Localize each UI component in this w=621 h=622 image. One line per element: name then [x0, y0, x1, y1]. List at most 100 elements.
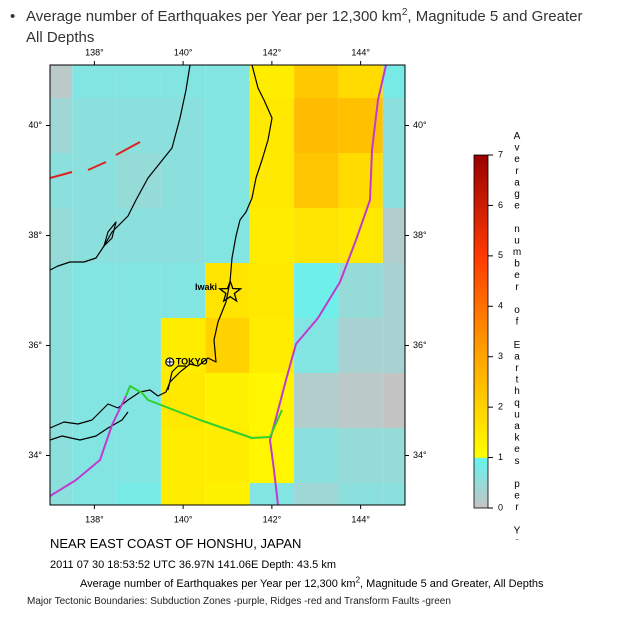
x-tick-label: 144°	[351, 514, 370, 524]
title-end: , Magnitude 5 and Greater	[407, 8, 583, 25]
y-tick-label: 38°	[413, 230, 427, 240]
cell	[50, 318, 73, 373]
cell	[72, 98, 117, 153]
cell	[205, 263, 250, 318]
cell	[116, 263, 161, 318]
transform-fault	[125, 385, 283, 439]
cell	[294, 263, 339, 318]
map-frame	[49, 64, 406, 506]
x-tick-label: 142°	[263, 514, 282, 524]
cell	[72, 318, 117, 373]
cell	[382, 65, 405, 98]
features	[50, 65, 387, 505]
cell	[294, 208, 339, 263]
cell	[294, 483, 339, 505]
cell	[116, 65, 161, 98]
header: • Average number of Earthquakes per Year…	[10, 6, 615, 48]
cell	[72, 483, 117, 505]
region-caption: NEAR EAST COAST OF HONSHU, JAPAN	[50, 536, 302, 551]
desc-text: Average number of Earthquakes per Year p…	[80, 578, 356, 590]
cell	[338, 373, 383, 428]
x-tick-label: 138°	[85, 47, 104, 57]
cell	[382, 483, 405, 505]
coastline	[50, 65, 273, 429]
cell	[116, 98, 161, 153]
cell	[72, 65, 117, 98]
cell	[338, 428, 383, 483]
colorbar-tick-label: 1	[498, 452, 503, 462]
cell	[160, 208, 206, 263]
cell	[294, 318, 339, 373]
cell	[249, 208, 295, 263]
cell	[72, 153, 117, 208]
cell	[160, 428, 206, 483]
cell	[382, 373, 405, 428]
cell	[50, 428, 73, 483]
desc-end: , Magnitude 5 and Greater, All Depths	[360, 578, 544, 590]
colorbar-tick-label: 6	[498, 200, 503, 210]
cell	[294, 65, 339, 98]
desc-caption: Average number of Earthquakes per Year p…	[80, 575, 544, 590]
cell	[160, 153, 206, 208]
cell	[50, 98, 73, 153]
desc-sup: 2	[355, 575, 361, 585]
cell	[338, 208, 383, 263]
y-tick-label: 36°	[28, 340, 42, 350]
y-tick-label: 40°	[413, 120, 427, 130]
cell	[50, 373, 73, 428]
coastline	[50, 411, 129, 441]
cell	[205, 373, 250, 428]
cell	[382, 263, 405, 318]
cell	[249, 98, 295, 153]
cell	[294, 373, 339, 428]
cell	[249, 65, 295, 98]
cell	[249, 373, 295, 428]
ridge	[50, 141, 141, 179]
cell	[50, 483, 73, 505]
cell	[249, 318, 295, 373]
place-label: Iwaki	[195, 282, 217, 292]
cell	[116, 428, 161, 483]
cell	[205, 483, 250, 505]
cell	[294, 153, 339, 208]
cell	[205, 318, 250, 373]
cell	[382, 428, 405, 483]
cell	[249, 263, 295, 318]
cell	[50, 208, 73, 263]
subduction-zone	[269, 65, 387, 505]
colorbar-tick-label: 7	[498, 149, 503, 159]
y-tick-label: 38°	[28, 230, 42, 240]
cell	[294, 98, 339, 153]
colorbar-tick-label: 2	[498, 402, 503, 412]
cell	[338, 483, 383, 505]
coastline	[103, 221, 117, 247]
cell	[382, 153, 405, 208]
title: Average number of Earthquakes per Year p…	[26, 6, 615, 27]
y-tick-label: 34°	[413, 450, 427, 460]
map: Average number of Earthquakes per Year 1…	[28, 47, 522, 540]
cell	[382, 98, 405, 153]
x-tick-label: 140°	[174, 47, 193, 57]
place-label: TOKYO	[176, 356, 208, 366]
cell	[382, 318, 405, 373]
colorbar-tick-label: 3	[498, 351, 503, 361]
cell	[50, 153, 73, 208]
cell	[338, 98, 383, 153]
cell	[338, 318, 383, 373]
cell	[338, 263, 383, 318]
cell	[249, 153, 295, 208]
cell	[116, 153, 161, 208]
cell	[72, 373, 117, 428]
colorbar-tick-label: 5	[498, 250, 503, 260]
cell	[160, 65, 206, 98]
y-tick-label: 40°	[28, 120, 42, 130]
x-tick-label: 142°	[263, 47, 282, 57]
boundaries-caption: Major Tectonic Boundaries: Subduction Zo…	[27, 596, 451, 607]
cell	[205, 98, 250, 153]
cell	[338, 153, 383, 208]
cell	[116, 318, 161, 373]
bullet: •	[10, 8, 16, 25]
cell	[116, 483, 161, 505]
event-caption: 2011 07 30 18:53:52 UTC 36.97N 141.06E D…	[50, 559, 336, 571]
